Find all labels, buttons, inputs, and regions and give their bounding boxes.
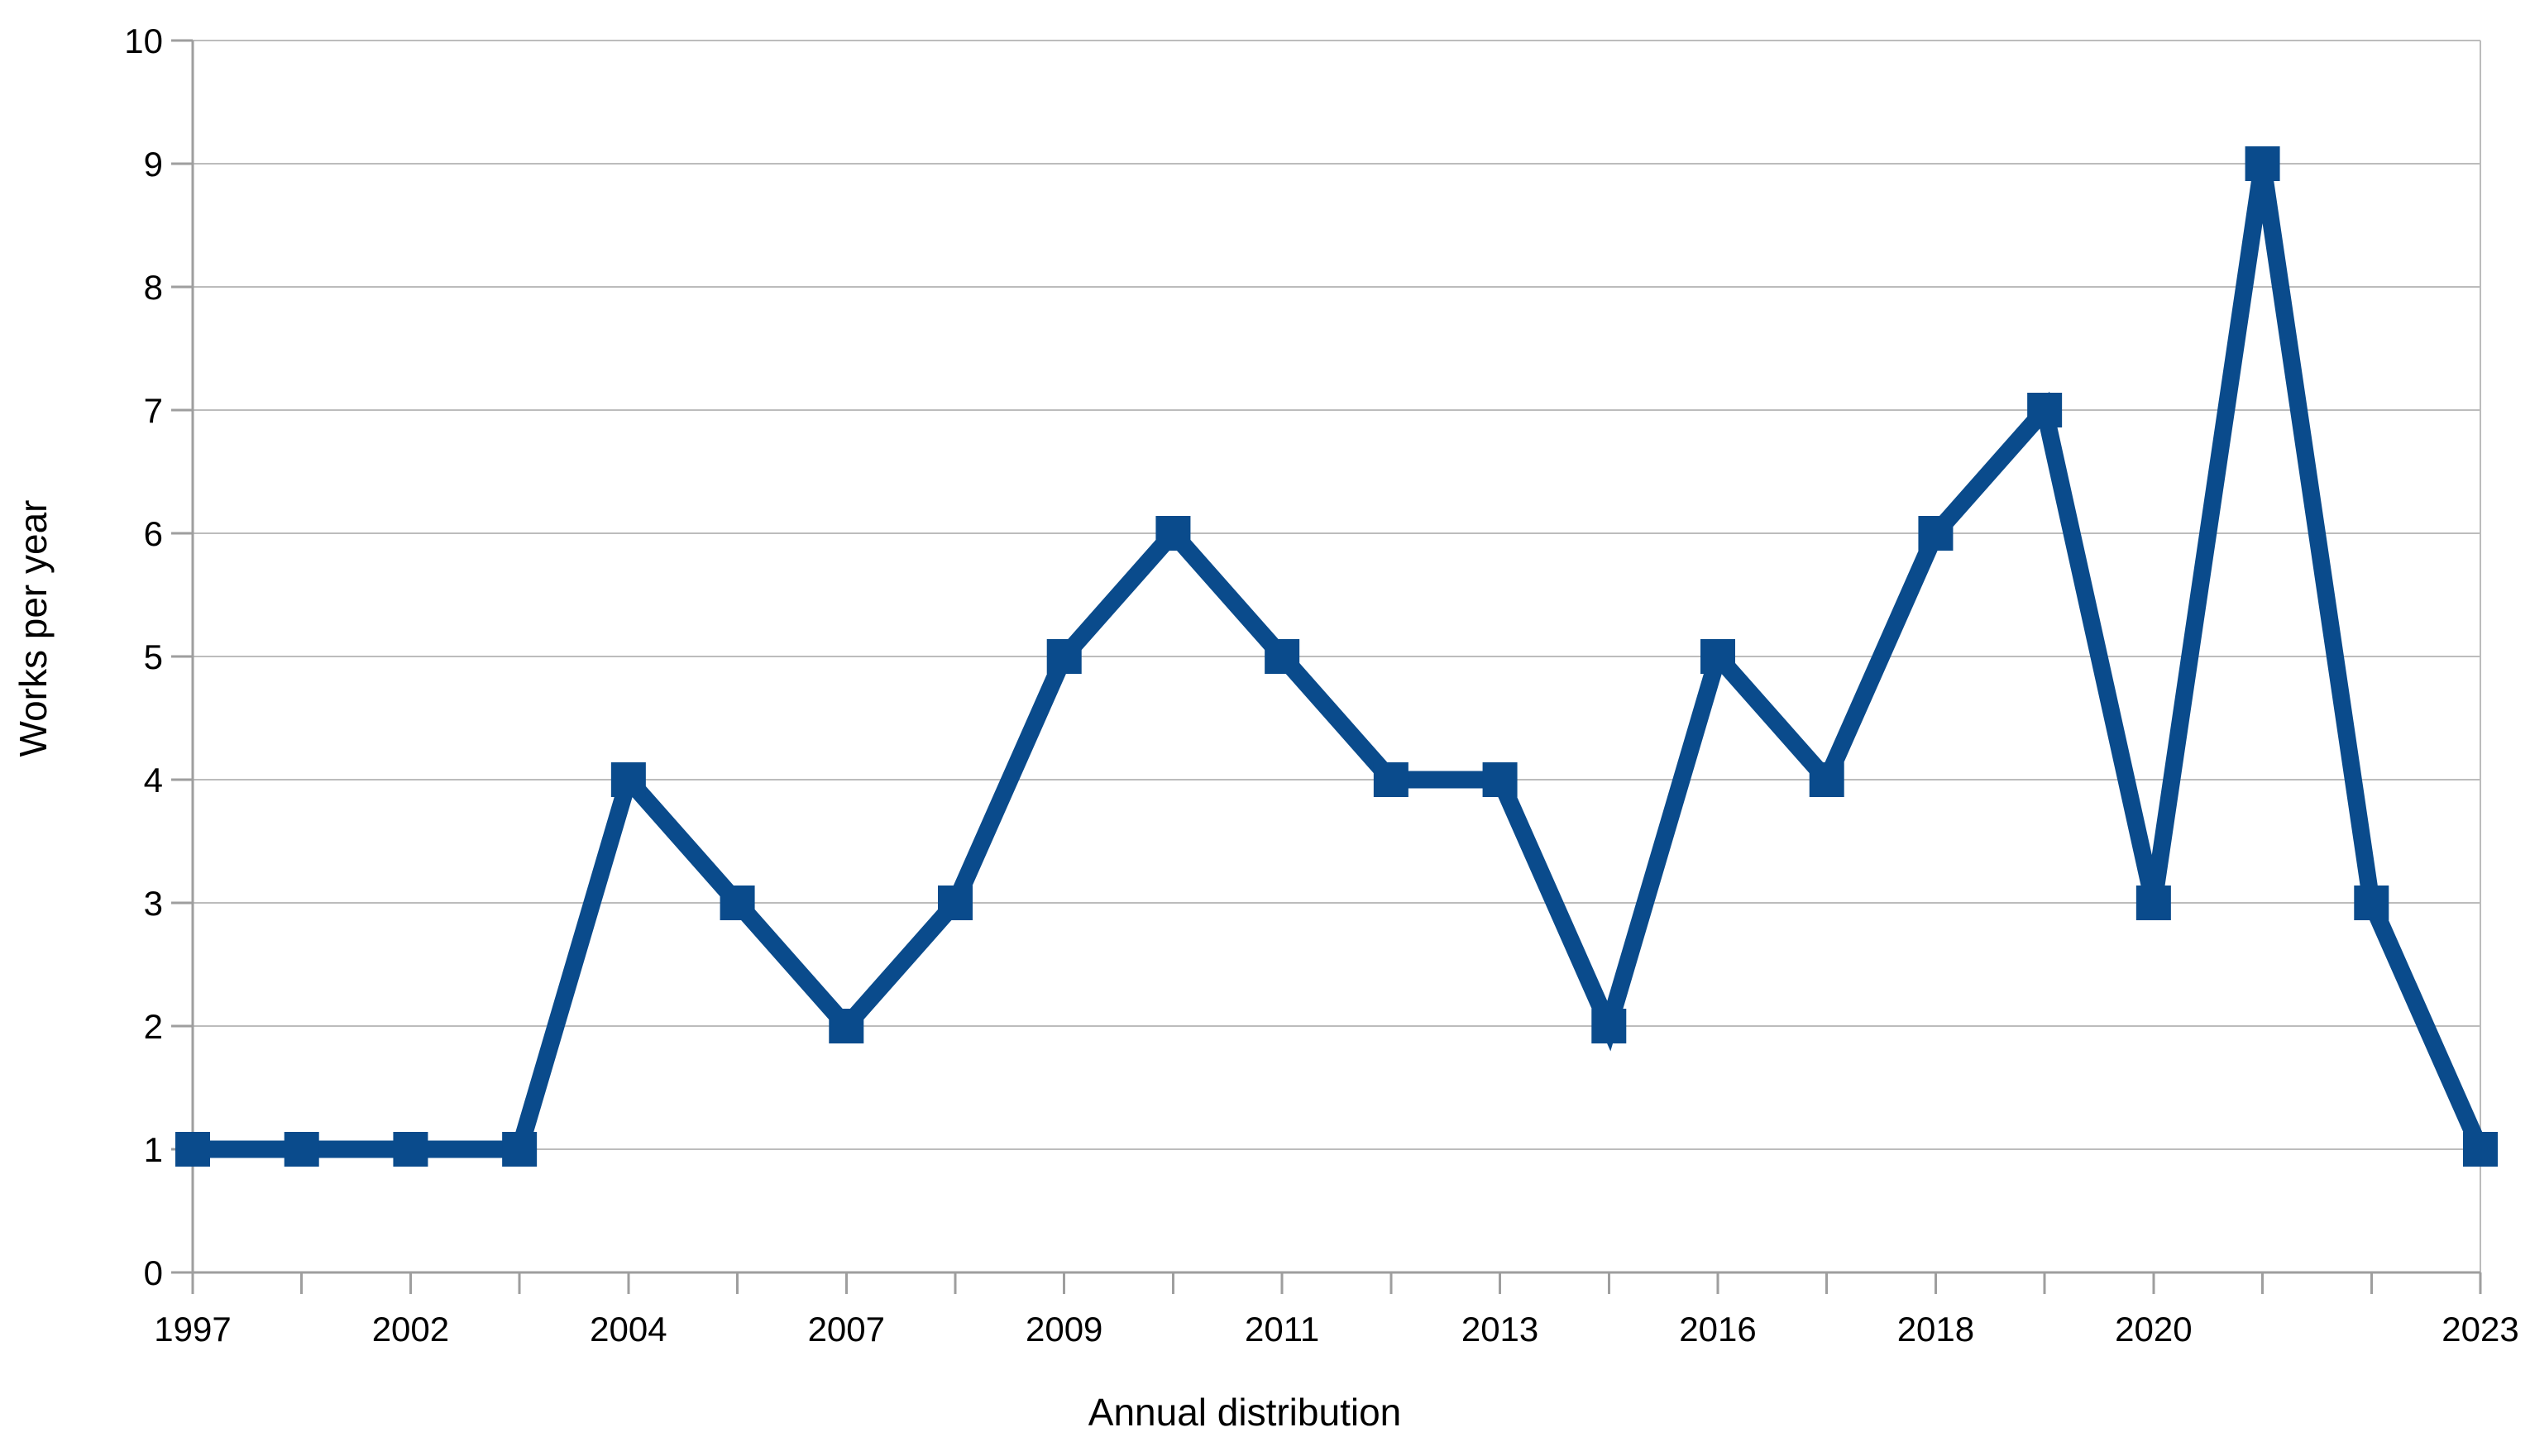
- data-point-marker: [2135, 886, 2171, 920]
- data-point-marker: [1700, 639, 1735, 674]
- data-point-marker: [1591, 1009, 1627, 1043]
- y-tick-label: 7: [144, 391, 163, 430]
- x-tick-label: 2007: [808, 1310, 885, 1349]
- x-tick-label: 2002: [372, 1310, 449, 1349]
- data-point-marker: [1809, 762, 1844, 797]
- x-tick-label: 2011: [1245, 1310, 1319, 1349]
- x-tick-label: 1997: [154, 1310, 231, 1349]
- y-tick-label: 6: [144, 514, 163, 553]
- x-tick-label: 2023: [2442, 1310, 2518, 1349]
- y-tick-label: 10: [124, 21, 163, 60]
- data-point-marker: [829, 1009, 864, 1043]
- data-point-marker: [610, 762, 646, 797]
- data-point-marker: [1482, 762, 1518, 797]
- data-point-marker: [502, 1132, 538, 1167]
- series-line: [193, 162, 2489, 1158]
- x-tick-label: 2009: [1026, 1310, 1102, 1349]
- y-tick-label: 0: [144, 1253, 163, 1292]
- y-tick-label: 3: [144, 884, 163, 923]
- data-point-marker: [175, 1132, 210, 1167]
- y-tick-label: 4: [144, 761, 163, 800]
- y-tick-label: 2: [144, 1007, 163, 1046]
- data-point-marker: [2027, 393, 2063, 427]
- x-tick-label: 2018: [1897, 1310, 1974, 1349]
- y-tick-label: 9: [144, 145, 163, 184]
- data-point-marker: [393, 1132, 428, 1167]
- x-tick-label: 2020: [2115, 1310, 2192, 1349]
- data-point-marker: [2463, 1132, 2498, 1167]
- x-axis-title: Annual distribution: [1088, 1391, 1402, 1434]
- data-point-marker: [1373, 762, 1408, 797]
- y-tick-label: 5: [144, 637, 163, 676]
- data-point-marker: [720, 886, 755, 920]
- data-point-marker: [2245, 146, 2280, 181]
- data-point-marker: [2354, 886, 2389, 920]
- x-tick-label: 2013: [1461, 1310, 1538, 1349]
- y-tick-label: 8: [144, 268, 163, 307]
- data-point-marker: [938, 886, 973, 920]
- y-axis-title: Works per year: [12, 499, 55, 757]
- x-tick-label: 2004: [590, 1310, 667, 1349]
- data-point-marker: [1265, 639, 1300, 674]
- data-point-marker: [1155, 516, 1191, 551]
- y-tick-label: 1: [144, 1130, 163, 1169]
- data-point-marker: [1918, 516, 1954, 551]
- data-point-marker: [1046, 639, 1082, 674]
- x-tick-label: 2016: [1679, 1310, 1756, 1349]
- data-point-marker: [284, 1132, 319, 1167]
